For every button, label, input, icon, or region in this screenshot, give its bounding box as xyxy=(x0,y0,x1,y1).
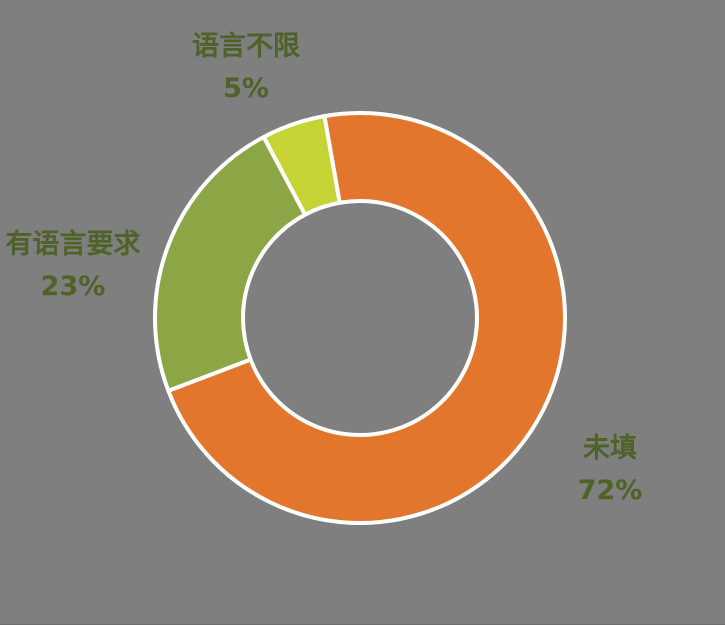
label-weitian: 未填 72% xyxy=(500,428,720,512)
donut-slice-3[interactable] xyxy=(261,114,342,217)
slice-label-pct: 23% xyxy=(40,271,106,302)
donut-slice-1[interactable] xyxy=(166,110,567,525)
slice-label-text: 未填 xyxy=(583,433,637,464)
label-youyuyanyaoqiu: 有语言要求 23% xyxy=(0,224,183,308)
slice-label-text: 有语言要求 xyxy=(5,229,141,260)
slice-label-pct: 72% xyxy=(577,475,643,506)
donut-slice-2[interactable] xyxy=(153,135,308,393)
slice-label-pct: 5% xyxy=(223,73,269,104)
slice-label-text: 语言不限 xyxy=(192,31,300,62)
label-yuyanbuxian: 语言不限 5% xyxy=(136,26,356,110)
